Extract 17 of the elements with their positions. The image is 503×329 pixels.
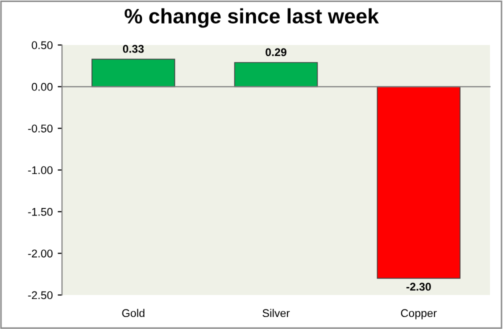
y-tick-label: -2.50 <box>28 291 53 300</box>
y-tick-label: -1.00 <box>28 166 53 174</box>
x-tick-label: Copper <box>401 309 437 320</box>
x-tick-label: Silver <box>262 308 290 318</box>
y-tick-label: -0.50 <box>28 124 53 132</box>
data-label: 0.33 <box>122 44 144 53</box>
bar <box>376 86 460 279</box>
data-label: -2.30 <box>406 282 431 291</box>
x-tick-label: Gold <box>122 308 144 318</box>
y-tick-label: -2.00 <box>28 250 53 258</box>
chart-title: % change since last week <box>124 8 379 28</box>
bar <box>234 62 318 88</box>
y-tick-label: 0.50 <box>32 41 53 50</box>
bar <box>92 58 176 88</box>
y-tick-label: -1.50 <box>28 208 53 216</box>
y-tick-label: 0.00 <box>32 82 53 91</box>
data-label: 0.29 <box>266 48 286 56</box>
